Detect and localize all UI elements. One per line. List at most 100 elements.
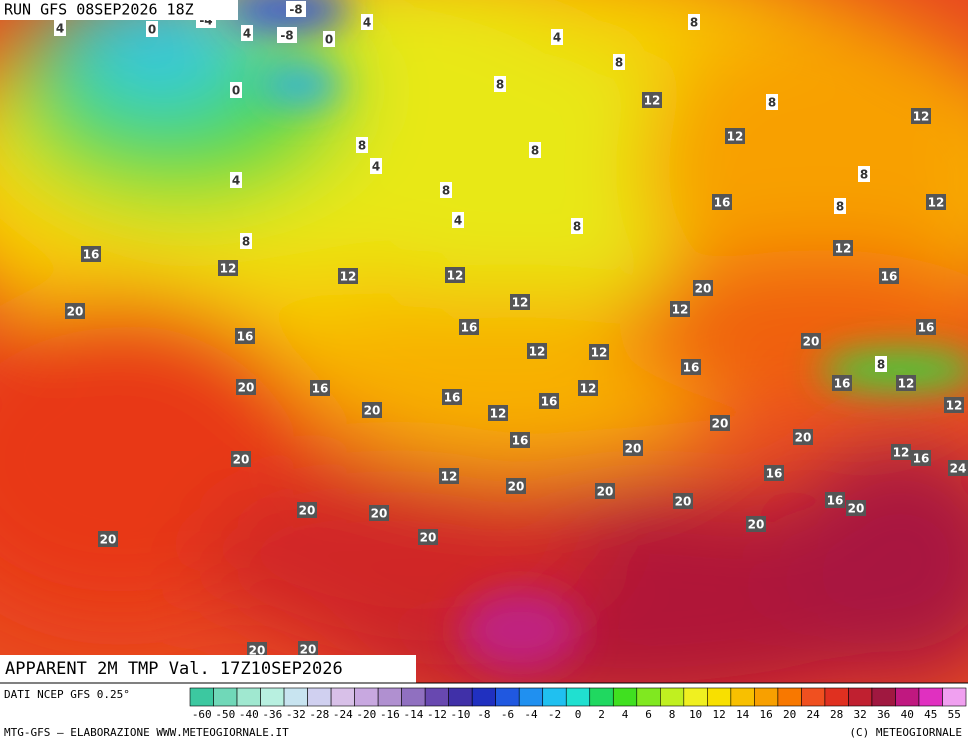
color-swatch — [518, 687, 544, 707]
contour-label: -8 — [280, 29, 293, 43]
contour-label: 20 — [233, 453, 250, 467]
colorbar-tick-label: 40 — [901, 708, 914, 721]
colorbar-tick-label: -32 — [286, 708, 306, 721]
contour-label: 4 — [363, 16, 371, 30]
color-swatch — [660, 687, 685, 707]
contour-label: 8 — [836, 200, 844, 214]
colorbar-tick-label: 12 — [712, 708, 725, 721]
contour-label: 12 — [946, 399, 963, 413]
colorbar-tick-label: 10 — [689, 708, 702, 721]
colorbar-tick-label: -50 — [215, 708, 235, 721]
contour-label: 8 — [496, 78, 504, 92]
colorbar-tick-label: -24 — [333, 708, 353, 721]
contour-label: 20 — [625, 442, 642, 456]
contour-label: 20 — [249, 644, 266, 658]
contour-label: 12 — [591, 346, 608, 360]
label-box — [825, 492, 845, 508]
contour-label: 8 — [442, 184, 450, 198]
contour-label: 20 — [597, 485, 614, 499]
color-swatch — [542, 687, 567, 707]
label-box — [746, 516, 766, 532]
label-box — [710, 415, 730, 431]
label-box — [338, 268, 358, 284]
contour-label: 8 — [615, 56, 623, 70]
color-swatch — [589, 687, 614, 707]
color-swatch — [918, 687, 943, 707]
contour-label: 24 — [950, 462, 967, 476]
label-box — [81, 246, 101, 262]
color-swatch — [754, 687, 779, 707]
label-box — [948, 460, 968, 476]
copyright: (C) METEOGIORNALE — [849, 726, 962, 739]
color-swatch — [307, 687, 332, 707]
contour-label: 4 — [232, 174, 240, 188]
color-swatch — [189, 687, 214, 707]
color-swatch — [260, 687, 285, 707]
label-box — [323, 31, 335, 47]
contour-label: 8 — [573, 220, 581, 234]
colorbar-tick-label: 20 — [783, 708, 796, 721]
label-box — [510, 294, 530, 310]
label-box — [98, 531, 118, 547]
label-box — [235, 328, 255, 344]
contour-label: 16 — [918, 321, 935, 335]
colorbar-tick-label: -14 — [403, 708, 423, 721]
colorbar-tick-label: 0 — [575, 708, 582, 721]
label-box — [286, 1, 306, 17]
contour-label: -8 — [289, 3, 302, 17]
colorbar-tick-label: 24 — [807, 708, 821, 721]
label-box — [766, 94, 778, 110]
contour-label: 16 — [683, 361, 700, 375]
contour-label: 16 — [83, 248, 100, 262]
contour-label: 20 — [848, 502, 865, 516]
label-box — [764, 465, 784, 481]
label-box — [356, 137, 368, 153]
colorbar-tick-label: -28 — [309, 708, 329, 721]
label-box — [442, 389, 462, 405]
label-box — [247, 642, 267, 658]
label-box — [527, 343, 547, 359]
colorbar-tick-label: -2 — [548, 708, 561, 721]
label-box — [231, 451, 251, 467]
contour-label: 20 — [420, 531, 437, 545]
label-box — [297, 502, 317, 518]
source-label: DATI NCEP GFS 0.25° — [4, 688, 130, 701]
color-swatch — [801, 687, 826, 707]
color-swatch — [213, 687, 238, 707]
label-box — [54, 20, 66, 36]
contour-label: 12 — [220, 262, 237, 276]
colorbar-tick-label: 55 — [948, 708, 961, 721]
run-box — [0, 0, 238, 20]
color-swatch — [401, 687, 426, 707]
label-box — [670, 301, 690, 317]
label-box — [613, 54, 625, 70]
contour-label: 12 — [644, 94, 661, 108]
contour-label: 20 — [238, 381, 255, 395]
contour-label: 20 — [300, 643, 317, 657]
colorbar-tick-label: -6 — [501, 708, 514, 721]
label-box — [725, 128, 745, 144]
contour-label: 8 — [768, 96, 776, 110]
label-box — [623, 440, 643, 456]
color-swatch — [871, 687, 896, 707]
credit: MTG-GFS — ELABORAZIONE WWW.METEOGIORNALE… — [4, 726, 289, 739]
color-swatch — [730, 687, 755, 707]
color-swatch — [848, 687, 873, 707]
colorbar-tick-label: -60 — [192, 708, 212, 721]
color-swatch — [683, 687, 708, 707]
colorbar-tick-label: -36 — [262, 708, 282, 721]
run-label: RUN GFS 08SEP2026 18Z — [4, 1, 194, 19]
label-box — [551, 29, 563, 45]
label-box — [589, 344, 609, 360]
label-box — [65, 303, 85, 319]
label-box — [452, 212, 464, 228]
label-box — [369, 505, 389, 521]
label-box — [488, 405, 508, 421]
colorbar-tick-label: 28 — [830, 708, 843, 721]
contour-label: 20 — [675, 495, 692, 509]
label-box — [230, 82, 242, 98]
colorbar: -60 -50 -40 -36 -32 -28 -24 -20 -16 -14 -12 -10 -8 -6… — [189, 687, 967, 721]
colorbar-tick-label: -10 — [450, 708, 470, 721]
contour-label: 12 — [580, 382, 597, 396]
